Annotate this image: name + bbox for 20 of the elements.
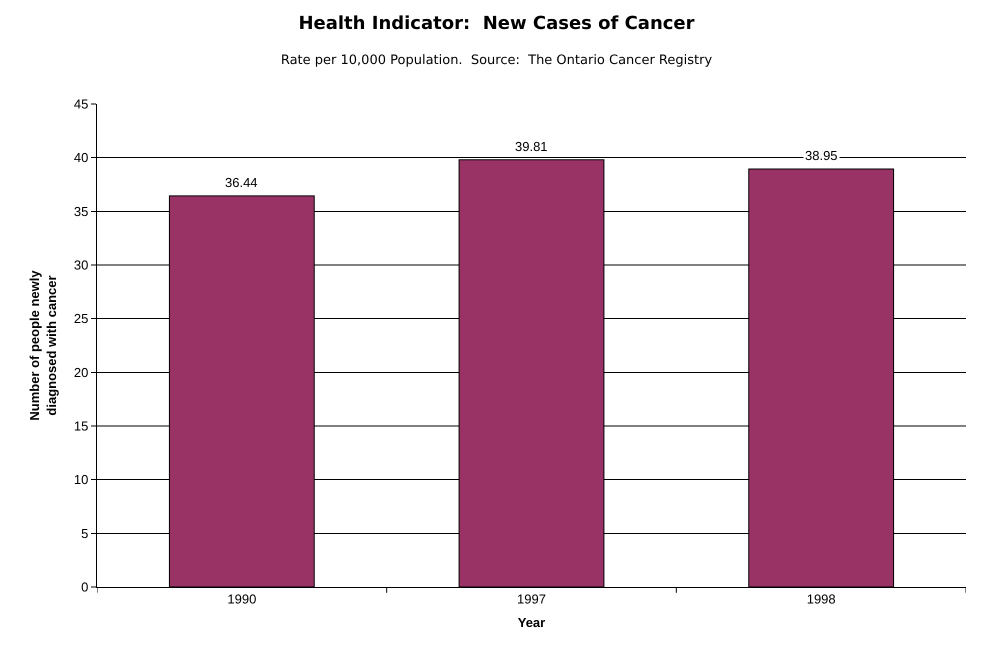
x-tick-label: 1998 <box>806 592 836 607</box>
x-tick-label: 1997 <box>517 592 546 607</box>
x-axis-title: Year <box>518 615 546 630</box>
y-tick-label: 45 <box>74 96 88 112</box>
data-label: 36.44 <box>225 175 258 190</box>
y-tick-label: 0 <box>81 580 88 595</box>
y-tick-label: 15 <box>74 418 88 434</box>
chart-title: Health Indicator: New Cases of Cancer <box>298 13 695 34</box>
data-label: 39.81 <box>515 139 548 154</box>
y-tick-label: 20 <box>74 364 88 380</box>
y-tick-label: 5 <box>81 526 88 541</box>
data-label: 38.95 <box>805 148 838 163</box>
y-tick-label: 35 <box>74 204 88 219</box>
y-axis-title: Number of people newly diagnosed with cancer <box>26 270 59 421</box>
x-tick-label: 1990 <box>227 592 256 607</box>
y-tick-label: 25 <box>74 311 88 326</box>
y-tick-label: 10 <box>74 472 88 488</box>
y-tick-label: 40 <box>74 150 88 166</box>
chart-subtitle: Rate per 10,000 Population. Source: The Ontario Cancer Registry <box>280 53 712 68</box>
y-tick-label: 30 <box>74 258 88 273</box>
